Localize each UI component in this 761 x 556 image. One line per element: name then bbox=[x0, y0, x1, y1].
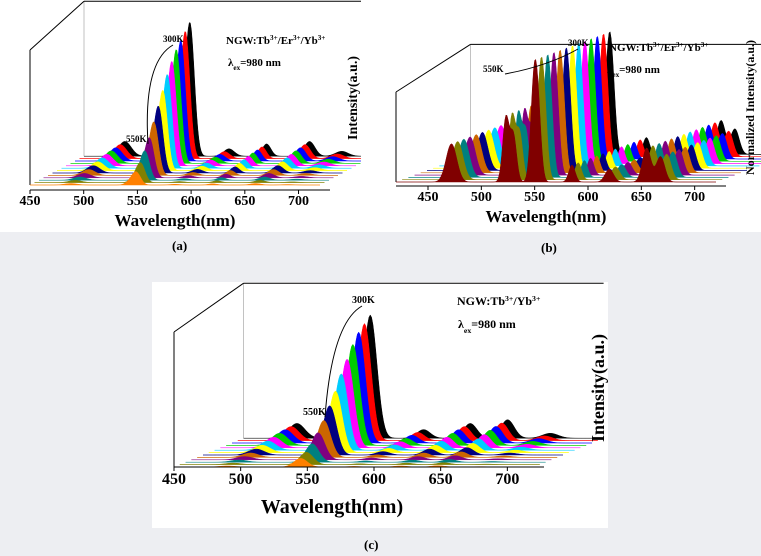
x-axis-label: Wavelength(nm) bbox=[115, 211, 236, 230]
trend-curve bbox=[146, 44, 174, 145]
x-tick-label: 500 bbox=[73, 194, 94, 209]
chart-panel-c: 450 500 550 600 650 700 Wavelength(nm) NGW:Tb3+… bbox=[152, 282, 609, 528]
x-tick-label: 550 bbox=[127, 194, 148, 209]
series-a-5 bbox=[61, 74, 352, 169]
excitation-label: λex=980 nm bbox=[228, 57, 281, 72]
annotation-300k: 300K bbox=[568, 38, 589, 48]
x-tick-label: 600 bbox=[362, 471, 386, 488]
series-c-2 bbox=[232, 331, 592, 444]
chart-title: NGW:Tb3+/Yb3+ bbox=[457, 294, 541, 309]
y-axis-label-left: Intensity(a.u.) bbox=[346, 56, 361, 140]
caption-c: (c) bbox=[364, 537, 379, 552]
x-tick-label: 500 bbox=[229, 471, 253, 488]
series-c-1 bbox=[237, 323, 598, 441]
x-tick-label: 500 bbox=[471, 190, 492, 205]
x-tick-label: 450 bbox=[162, 471, 186, 488]
series-b-12 bbox=[396, 59, 716, 183]
caption-a: (a) bbox=[172, 238, 188, 253]
excitation-label: λex=980 nm bbox=[607, 64, 660, 79]
chart-title: NGW:Tb3+/Er3+/Yb3+ bbox=[226, 34, 325, 47]
series-a-0 bbox=[84, 22, 374, 157]
x-tick-label: 700 bbox=[288, 194, 309, 209]
series-b-11 bbox=[402, 56, 723, 180]
chart-a-svg: 450 500 550 600 650 700 Wavelength(nm) NGW:Tb3+… bbox=[20, 0, 374, 230]
x-tick-label: 700 bbox=[684, 190, 705, 205]
series-c-5 bbox=[214, 373, 575, 451]
chart-title: NGW:Tb3+/Er3+/Yb3+ bbox=[609, 41, 708, 54]
series-c-3 bbox=[226, 343, 587, 446]
annotation-300k: 300K bbox=[352, 295, 375, 306]
x-tick-label: 550 bbox=[295, 471, 319, 488]
trend-curve bbox=[504, 48, 579, 75]
x-tick-label: 650 bbox=[631, 190, 652, 205]
series-c-7 bbox=[203, 405, 563, 456]
chart-b-svg: 450 500 550 600 650 700 Wavelength(nm) NGW:Tb3+… bbox=[346, 31, 761, 226]
annotation-550k: 550K bbox=[483, 64, 504, 74]
x-tick-label: 600 bbox=[181, 194, 202, 209]
excitation-label: λex=980 nm bbox=[458, 317, 516, 335]
series-c-8 bbox=[197, 420, 558, 458]
chart-c-svg: 450 500 550 600 650 700 Wavelength(nm) NGW:Tb3+… bbox=[162, 282, 609, 518]
x-tick-label: 650 bbox=[429, 471, 453, 488]
series-a-9 bbox=[43, 137, 334, 179]
x-tick-label: 600 bbox=[578, 190, 599, 205]
series-a-2 bbox=[75, 40, 365, 162]
series-a-6 bbox=[57, 90, 347, 171]
series-a-8 bbox=[48, 121, 338, 176]
annotation-550k: 550K bbox=[126, 134, 147, 144]
series-a-4 bbox=[66, 61, 356, 167]
top-edge-line bbox=[173, 282, 244, 333]
top-edge-line bbox=[395, 43, 471, 93]
series-a-11 bbox=[34, 162, 325, 183]
y-axis-label-right: Normalized Intensity(a.u.) bbox=[743, 40, 757, 175]
x-tick-label: 550 bbox=[524, 190, 545, 205]
series-c-10 bbox=[185, 443, 546, 463]
y-axis-label: Intensity(a.u.) bbox=[588, 334, 609, 442]
annotation-550k: 550K bbox=[303, 407, 326, 418]
x-tick-label: 450 bbox=[20, 194, 41, 209]
series-c-9 bbox=[191, 432, 552, 461]
series-a-7 bbox=[52, 105, 343, 174]
trend-curve bbox=[324, 305, 363, 418]
x-axis-label: Wavelength(nm) bbox=[261, 496, 403, 518]
series-c-6 bbox=[208, 390, 569, 453]
chart-panel-b: 450 500 550 600 650 700 Wavelength(nm) NGW:Tb3+… bbox=[346, 0, 761, 232]
series-c-11 bbox=[179, 452, 540, 465]
x-tick-label: 650 bbox=[234, 194, 255, 209]
x-axis-label: Wavelength(nm) bbox=[486, 207, 607, 226]
x-tick-label: 700 bbox=[495, 471, 519, 488]
series-c-0 bbox=[243, 314, 604, 439]
annotation-300k: 300K bbox=[163, 34, 184, 44]
series-a-12 bbox=[30, 171, 320, 186]
series-c-4 bbox=[220, 358, 581, 449]
series-a-10 bbox=[39, 150, 329, 181]
top-edge-line bbox=[29, 0, 85, 51]
series-a-1 bbox=[79, 31, 370, 159]
chart-panel-a: 450 500 550 600 650 700 Wavelength(nm) NGW:Tb3+… bbox=[0, 0, 374, 232]
series-a-3 bbox=[70, 49, 361, 164]
x-tick-label: 450 bbox=[418, 190, 439, 205]
caption-b: (b) bbox=[541, 240, 557, 255]
